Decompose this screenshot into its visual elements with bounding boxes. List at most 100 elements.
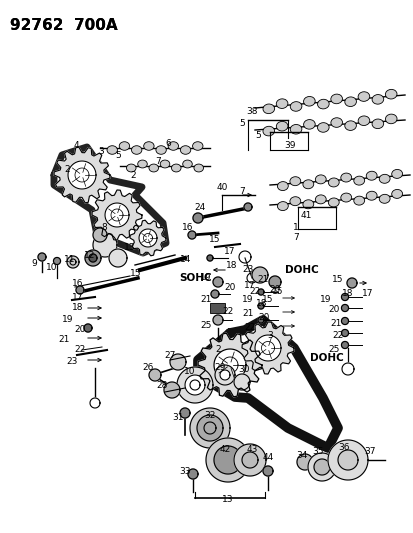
Text: 18: 18 (225, 261, 237, 270)
Ellipse shape (366, 171, 376, 180)
Ellipse shape (126, 164, 136, 172)
Polygon shape (214, 446, 242, 474)
Text: 23: 23 (242, 265, 253, 274)
Ellipse shape (315, 175, 325, 184)
Polygon shape (53, 257, 60, 264)
Text: 32: 32 (204, 410, 215, 419)
Polygon shape (180, 408, 190, 418)
Ellipse shape (340, 193, 351, 202)
Text: 2: 2 (215, 345, 220, 354)
Text: 21: 21 (330, 319, 341, 327)
Text: 25: 25 (200, 320, 211, 329)
Polygon shape (197, 333, 261, 397)
Polygon shape (341, 318, 348, 325)
Text: 21: 21 (242, 310, 253, 319)
Ellipse shape (262, 126, 274, 136)
Text: 18: 18 (256, 300, 267, 309)
Ellipse shape (378, 174, 389, 183)
Polygon shape (233, 444, 266, 476)
Text: 11: 11 (64, 255, 76, 264)
Text: DOHC: DOHC (309, 353, 343, 363)
Ellipse shape (107, 146, 117, 154)
Text: 19: 19 (200, 272, 211, 281)
Text: 15: 15 (209, 236, 220, 245)
Text: 21: 21 (58, 335, 69, 344)
Text: 8: 8 (101, 223, 107, 232)
Polygon shape (341, 363, 353, 375)
Polygon shape (337, 450, 357, 470)
Ellipse shape (317, 123, 328, 132)
Text: 92762  700A: 92762 700A (10, 18, 117, 33)
Ellipse shape (149, 164, 158, 172)
Ellipse shape (371, 94, 383, 104)
Polygon shape (68, 161, 96, 189)
Text: 7: 7 (292, 233, 298, 243)
Text: 20: 20 (328, 305, 339, 314)
Text: 15: 15 (130, 270, 141, 279)
Polygon shape (90, 398, 100, 408)
Polygon shape (341, 294, 348, 301)
Ellipse shape (391, 189, 401, 198)
Text: 6: 6 (165, 139, 171, 148)
Text: 22: 22 (244, 324, 255, 333)
Polygon shape (313, 459, 329, 475)
Ellipse shape (160, 160, 169, 168)
Ellipse shape (353, 196, 364, 205)
Ellipse shape (344, 121, 356, 131)
Polygon shape (341, 304, 348, 311)
Text: 43: 43 (246, 446, 257, 455)
Polygon shape (213, 315, 223, 325)
Text: 5: 5 (115, 150, 121, 159)
Text: 22: 22 (249, 287, 260, 296)
Polygon shape (105, 203, 129, 227)
Polygon shape (93, 233, 117, 257)
Polygon shape (307, 453, 335, 481)
Text: 19: 19 (320, 295, 331, 304)
Text: 38: 38 (246, 108, 257, 117)
Ellipse shape (357, 92, 369, 101)
Polygon shape (67, 256, 79, 268)
Text: 28: 28 (156, 381, 167, 390)
Text: 3: 3 (98, 148, 104, 157)
Text: 16: 16 (182, 223, 193, 232)
Text: 44: 44 (262, 454, 273, 463)
Ellipse shape (156, 146, 166, 154)
Text: 31: 31 (172, 414, 183, 423)
Polygon shape (206, 255, 212, 261)
Ellipse shape (143, 142, 154, 150)
Ellipse shape (366, 191, 376, 200)
Text: 12: 12 (84, 251, 95, 260)
Polygon shape (130, 220, 166, 256)
Ellipse shape (385, 90, 396, 99)
Text: 7: 7 (155, 157, 161, 166)
Polygon shape (76, 286, 84, 294)
Text: 2: 2 (130, 171, 135, 180)
Text: 14: 14 (180, 255, 191, 264)
Ellipse shape (371, 119, 383, 128)
Polygon shape (206, 438, 249, 482)
Ellipse shape (357, 116, 369, 125)
Ellipse shape (168, 142, 178, 150)
Ellipse shape (290, 125, 301, 134)
Bar (209, 303, 224, 313)
Polygon shape (164, 382, 180, 398)
Text: 1: 1 (292, 223, 298, 232)
Polygon shape (170, 354, 185, 370)
Ellipse shape (180, 146, 190, 154)
Polygon shape (257, 303, 263, 309)
Ellipse shape (303, 96, 314, 106)
Polygon shape (38, 253, 46, 261)
Text: 21: 21 (200, 295, 211, 304)
Text: 2: 2 (64, 166, 70, 174)
Polygon shape (109, 249, 127, 267)
Polygon shape (213, 277, 223, 287)
Text: 34: 34 (296, 450, 307, 459)
Polygon shape (233, 374, 249, 390)
Text: 15: 15 (332, 276, 343, 285)
Polygon shape (327, 440, 367, 480)
Text: 20: 20 (74, 325, 85, 334)
Polygon shape (219, 370, 230, 380)
Ellipse shape (289, 197, 300, 206)
Polygon shape (54, 147, 110, 203)
Text: 37: 37 (363, 448, 375, 456)
